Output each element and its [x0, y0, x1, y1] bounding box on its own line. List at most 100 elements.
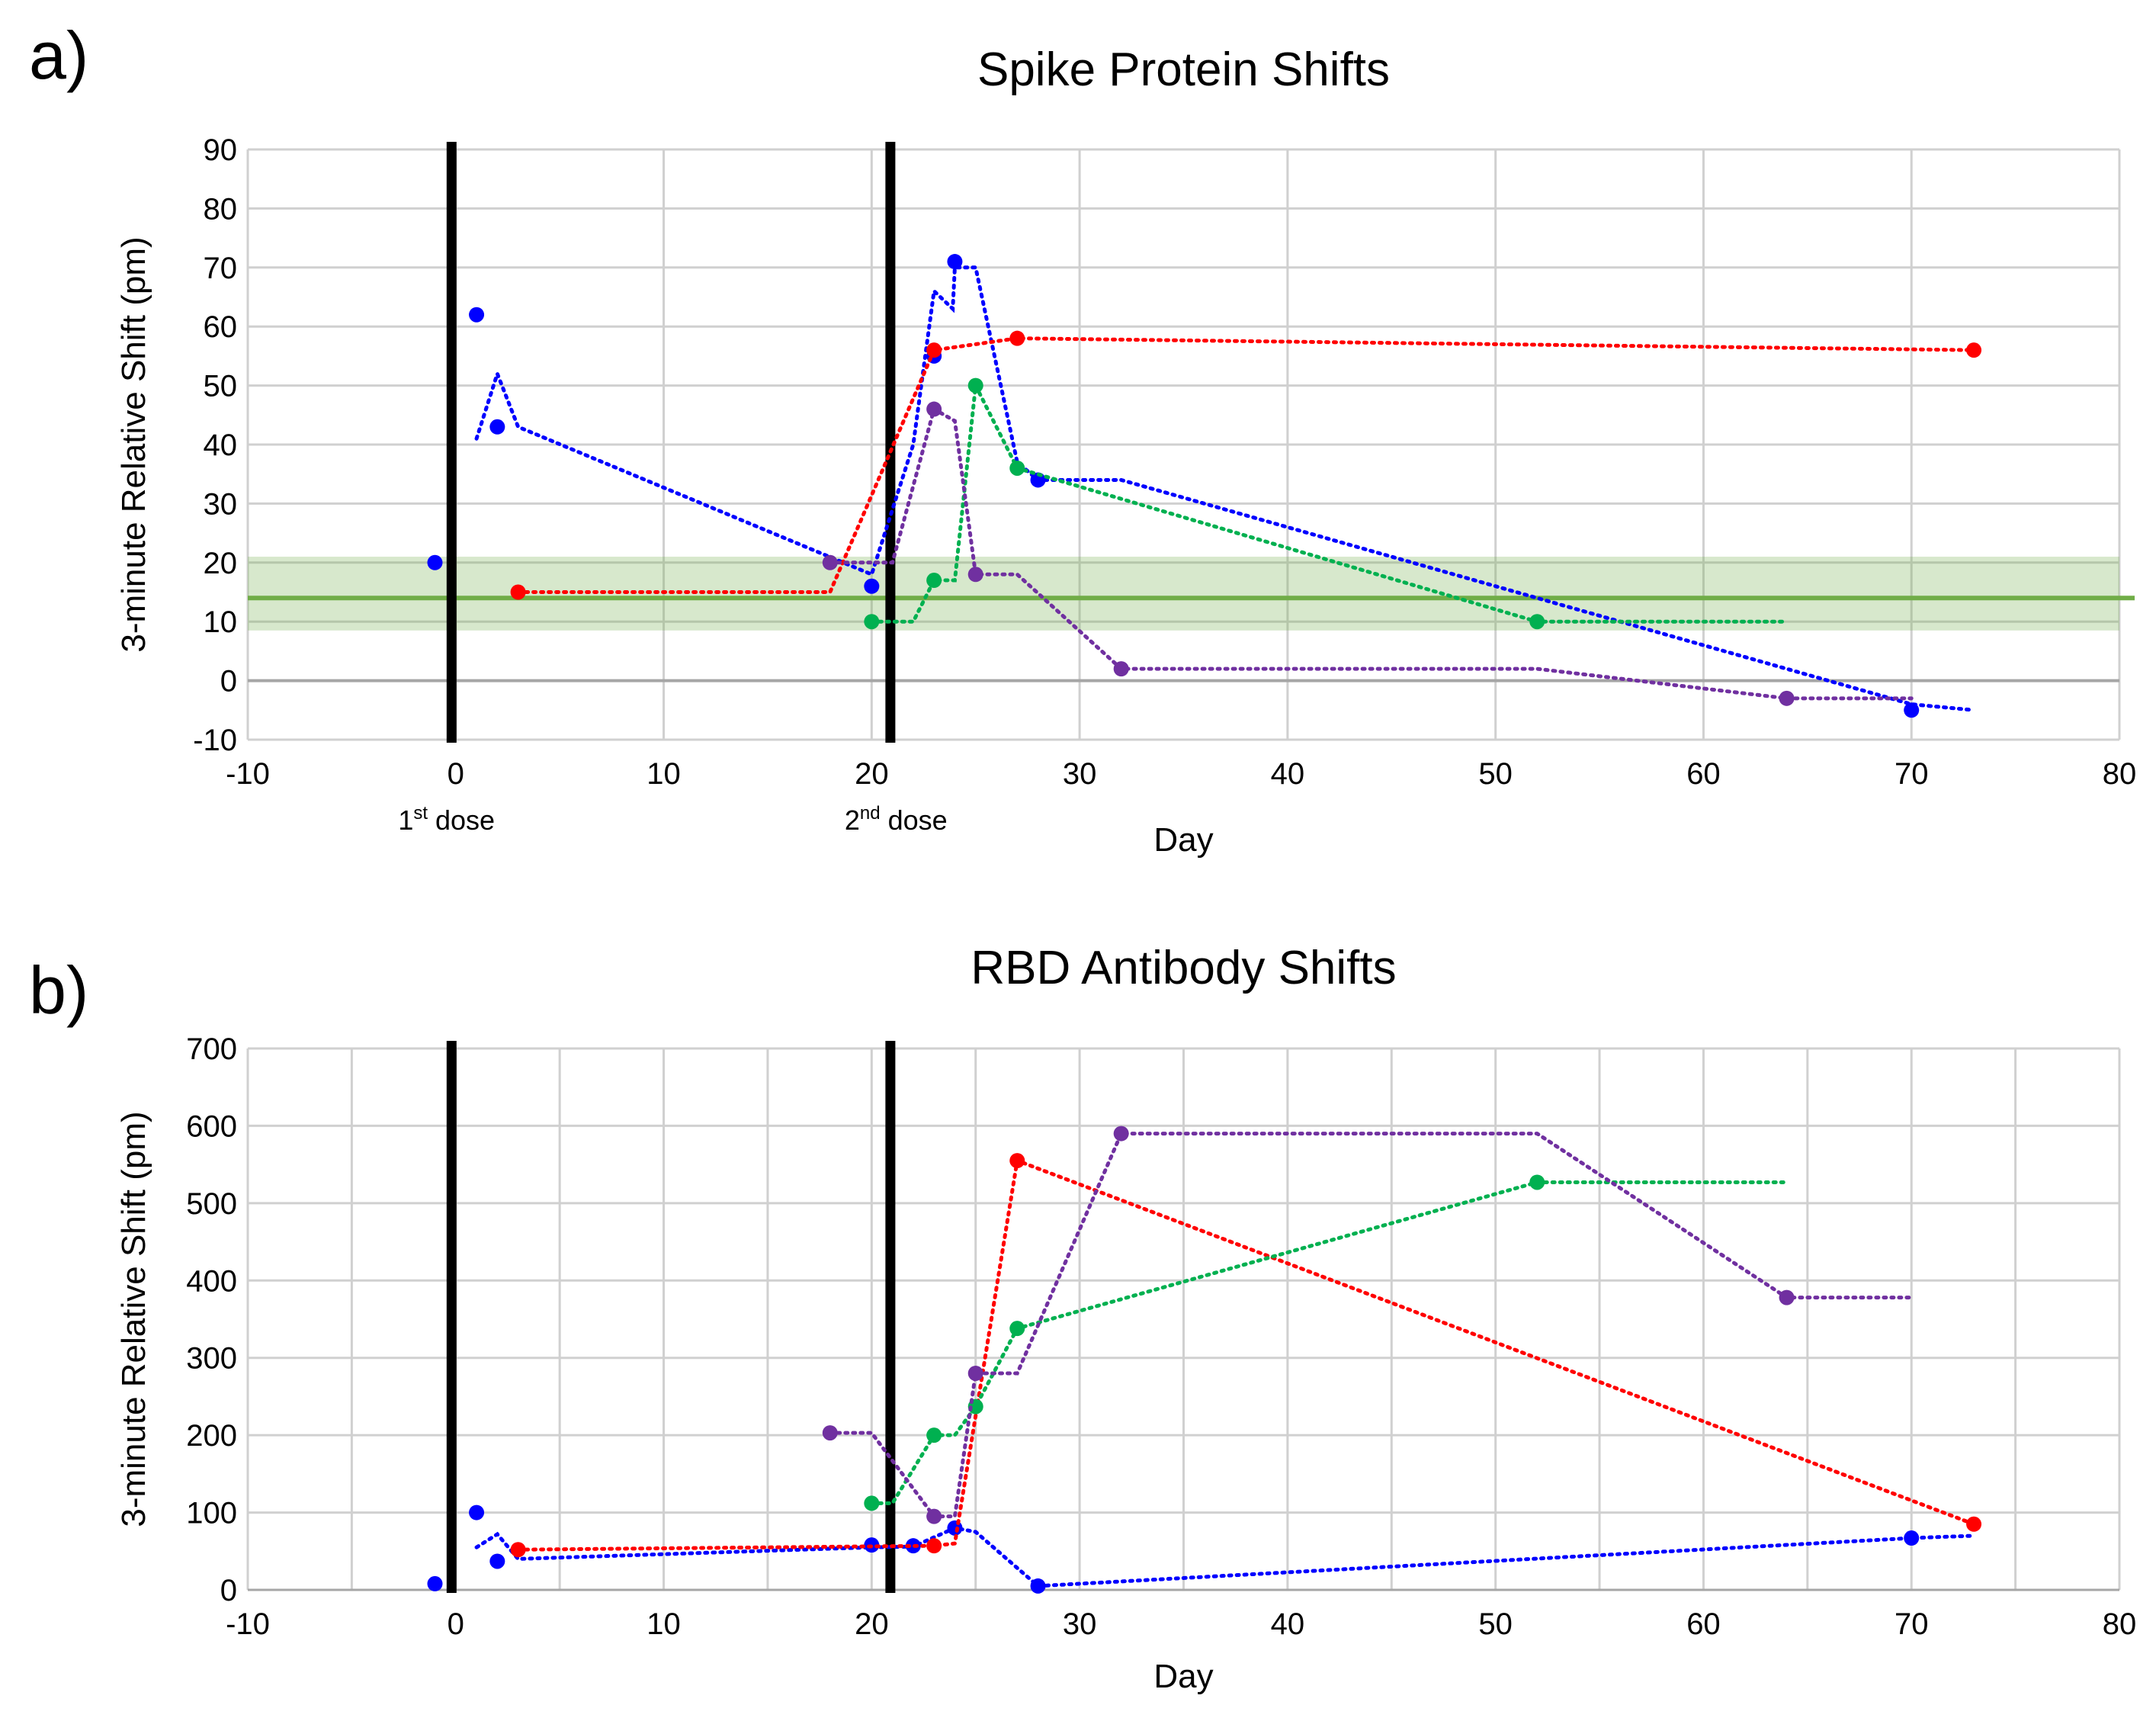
data-point — [864, 1495, 880, 1511]
x-tick-label: 30 — [1063, 1607, 1097, 1641]
x-tick-label: 70 — [1895, 1607, 1929, 1641]
x-axis-label: Day — [1153, 821, 1213, 859]
x-tick-label: 40 — [1271, 757, 1305, 791]
chart-panel-b: RBD Antibody Shifts-10 0 10 20 30 40 50 60 70 800… — [115, 942, 2136, 1695]
chart-title: Spike Protein Shifts — [977, 43, 1390, 96]
y-tick-label: 60 — [204, 310, 238, 344]
data-point — [1529, 614, 1545, 630]
data-point — [1904, 1530, 1920, 1546]
trend-line — [869, 378, 1789, 624]
series-3 — [864, 1174, 1789, 1511]
x-tick-label: 70 — [1895, 757, 1929, 791]
x-tick-label: 0 — [448, 757, 464, 791]
dose-label-1: 1st dose — [398, 803, 495, 836]
y-tick-label: 500 — [186, 1187, 237, 1221]
chart-title: RBD Antibody Shifts — [971, 942, 1396, 994]
y-tick-label: 20 — [204, 547, 238, 580]
data-point — [427, 554, 443, 570]
y-tick-label: -10 — [193, 724, 237, 757]
data-point — [469, 1504, 485, 1520]
x-tick-label: 80 — [2103, 757, 2137, 791]
y-axis-label: 3-minute Relative Shift (pm) — [115, 1111, 152, 1527]
data-point — [1009, 1153, 1025, 1169]
trend-line — [516, 1158, 1976, 1552]
dose-label-2: 2nd dose — [845, 803, 948, 836]
data-point — [1113, 1125, 1129, 1142]
x-tick-label: 50 — [1478, 757, 1513, 791]
panel-a-label: a) — [29, 18, 89, 93]
x-tick-label: 50 — [1478, 1607, 1513, 1641]
trend-line — [474, 265, 1976, 712]
trend-line — [869, 1180, 1789, 1505]
x-tick-label: 10 — [646, 757, 681, 791]
data-point — [822, 554, 838, 570]
y-tick-label: 0 — [220, 1574, 237, 1607]
series-4 — [822, 401, 1914, 706]
x-tick-label: 40 — [1271, 1607, 1305, 1641]
x-tick-label: 20 — [855, 757, 889, 791]
x-tick-label: 80 — [2103, 1607, 2137, 1641]
data-point — [967, 377, 983, 393]
data-point — [926, 1508, 942, 1524]
y-tick-label: 80 — [204, 192, 238, 226]
data-point — [926, 573, 942, 589]
data-point — [1966, 1516, 1982, 1532]
y-tick-label: 10 — [204, 605, 238, 639]
data-point — [489, 419, 505, 435]
data-point — [1009, 330, 1025, 346]
data-point — [967, 567, 983, 583]
y-tick-label: 600 — [186, 1109, 237, 1143]
data-point — [469, 307, 485, 323]
data-point — [864, 614, 880, 630]
data-point — [510, 1542, 526, 1558]
x-tick-label: 10 — [646, 1607, 681, 1641]
y-tick-label: 400 — [186, 1264, 237, 1298]
data-point — [1009, 460, 1025, 476]
series-2 — [510, 330, 1982, 600]
data-point — [864, 578, 880, 594]
data-point — [427, 1575, 443, 1591]
y-axis-label: 3-minute Relative Shift (pm) — [115, 236, 152, 652]
data-point — [1030, 1578, 1046, 1594]
data-point — [510, 584, 526, 600]
data-point — [1529, 1174, 1545, 1190]
y-tick-label: 100 — [186, 1497, 237, 1530]
x-axis-label: Day — [1153, 1658, 1213, 1695]
trend-line — [828, 406, 1914, 701]
series-2 — [510, 1153, 1982, 1558]
x-tick-label: 0 — [448, 1607, 464, 1641]
series-1 — [427, 254, 1976, 718]
data-point — [1009, 1321, 1025, 1337]
data-point — [926, 401, 942, 417]
x-tick-label: 30 — [1063, 757, 1097, 791]
data-point — [947, 254, 963, 270]
data-point — [967, 1366, 983, 1381]
y-tick-label: 50 — [204, 370, 238, 403]
x-tick-label: 20 — [855, 1607, 889, 1641]
chart-panel-a: Spike Protein Shifts 1st dose 2nd dose -10 0… — [115, 43, 2136, 859]
data-point — [822, 1425, 838, 1441]
data-point — [926, 342, 942, 358]
y-tick-label: 300 — [186, 1342, 237, 1376]
data-point — [489, 1553, 505, 1569]
data-point — [1779, 690, 1795, 706]
y-tick-label: 30 — [204, 487, 238, 521]
series-3 — [864, 377, 1789, 630]
data-point — [926, 1538, 942, 1554]
panel-b-label: b) — [29, 952, 89, 1028]
trend-line — [474, 1526, 1976, 1588]
y-tick-label: 200 — [186, 1419, 237, 1453]
y-tick-label: 0 — [220, 665, 237, 698]
data-point — [947, 1520, 963, 1536]
data-point — [1966, 342, 1982, 358]
x-tick-label: 60 — [1686, 1607, 1721, 1641]
data-point — [1904, 702, 1920, 718]
data-point — [1113, 661, 1129, 677]
data-point — [926, 1427, 942, 1443]
y-tick-label: 700 — [186, 1032, 237, 1066]
y-tick-label: 90 — [204, 133, 238, 167]
trend-line — [828, 1132, 1914, 1519]
y-tick-label: 40 — [204, 429, 238, 462]
y-tick-label: 70 — [204, 252, 238, 285]
x-tick-label: -10 — [226, 1607, 270, 1641]
